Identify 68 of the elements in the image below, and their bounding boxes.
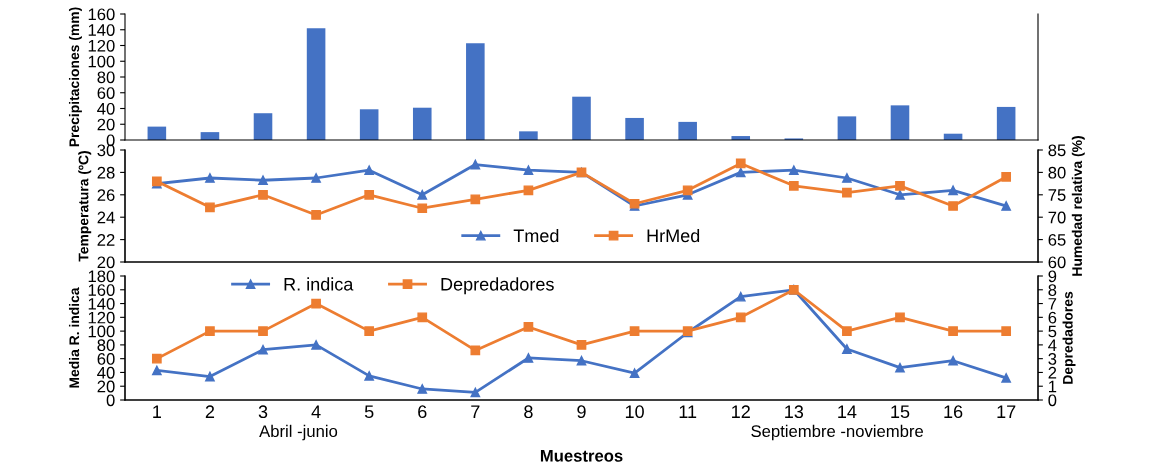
y-axis-title: Precipitaciones (mm) (68, 7, 82, 147)
y2-tick-label: 75 (1048, 189, 1066, 201)
y-tick-label: 20 (97, 118, 115, 131)
y2-axis-title: Depredadores (1062, 291, 1076, 384)
y-tick-label: 60 (97, 87, 115, 99)
y2-tick-label: 70 (1048, 211, 1066, 224)
x-tick-label: 4 (311, 405, 321, 418)
y2-tick-label: 85 (1048, 144, 1066, 157)
y-tick-label: 160 (88, 8, 115, 21)
y2-tick-label: 6 (1048, 311, 1057, 324)
x-axis-title: Muestreos (540, 450, 623, 462)
y2-tick-label: 60 (1048, 256, 1066, 269)
y-tick-label: 80 (97, 71, 115, 84)
legend-label: Depredadores (441, 277, 554, 295)
x-tick-label: 2 (205, 405, 215, 418)
y-tick-label: 26 (97, 189, 115, 201)
x-tick-label: 15 (891, 405, 910, 419)
x-tick-label: 5 (364, 405, 374, 419)
x-tick-label: 3 (258, 405, 268, 419)
y-tick-label: 120 (88, 39, 115, 52)
y-tick-label: 22 (97, 234, 115, 246)
x-tick-label: 8 (524, 405, 533, 419)
y-tick-label: 28 (97, 166, 115, 179)
y-axis-title: Media R. indica (68, 287, 80, 388)
y2-tick-label: 65 (1048, 234, 1066, 246)
y2-tick-label: 2 (1048, 366, 1057, 379)
y-tick-label: 0 (106, 394, 115, 407)
text: Abril -junio (259, 424, 338, 441)
y-tick-label: 40 (97, 366, 115, 379)
y-tick-label: 40 (97, 102, 115, 115)
y-tick-label: 80 (97, 339, 115, 352)
y-tick-label: 20 (97, 256, 115, 269)
text: Septiembre -noviembre (751, 424, 924, 441)
x-tick-label: 17 (997, 405, 1016, 418)
y-tick-label: 60 (97, 353, 115, 365)
y2-tick-label: 80 (1048, 166, 1066, 179)
y-tick-label: 100 (88, 325, 115, 338)
y2-tick-label: 3 (1048, 353, 1057, 365)
y-axis-title: Temperatura (ºC) (78, 151, 92, 262)
x-tick-label: 12 (732, 405, 750, 418)
y-tick-label: 180 (88, 270, 115, 283)
x-tick-label: 16 (944, 405, 963, 419)
legend-label: HrMed (647, 228, 700, 243)
y-tick-label: 120 (88, 311, 115, 324)
x-tick-label: 10 (625, 405, 644, 419)
y-tick-label: 160 (88, 284, 115, 296)
y2-tick-label: 5 (1048, 325, 1057, 338)
x-tick-label: 7 (471, 405, 480, 418)
y2-tick-label: 4 (1048, 339, 1057, 351)
y-tick-label: 140 (88, 297, 115, 310)
y2-tick-label: 7 (1048, 298, 1057, 310)
x-tick-label: 6 (418, 405, 427, 419)
y-tick-label: 100 (88, 55, 115, 68)
y2-axis-title: Humedad relativa (%) (1071, 136, 1085, 276)
y2-tick-label: 8 (1048, 284, 1057, 296)
y-tick-label: 24 (97, 211, 115, 224)
legend-label: Tmed (513, 228, 559, 243)
x-tick-label: 1 (153, 405, 161, 418)
y2-tick-label: 0 (1048, 394, 1057, 407)
y2-tick-label: 1 (1048, 380, 1057, 393)
y2-tick-label: 9 (1048, 270, 1057, 283)
x-tick-label: 11 (679, 405, 697, 418)
x-tick-label: 14 (838, 405, 857, 418)
y-tick-label: 140 (88, 24, 115, 36)
x-tick-label: 9 (577, 405, 586, 419)
y-tick-label: 20 (97, 380, 115, 393)
x-tick-label: 13 (785, 405, 804, 419)
legend-label: R. indica (284, 277, 354, 291)
